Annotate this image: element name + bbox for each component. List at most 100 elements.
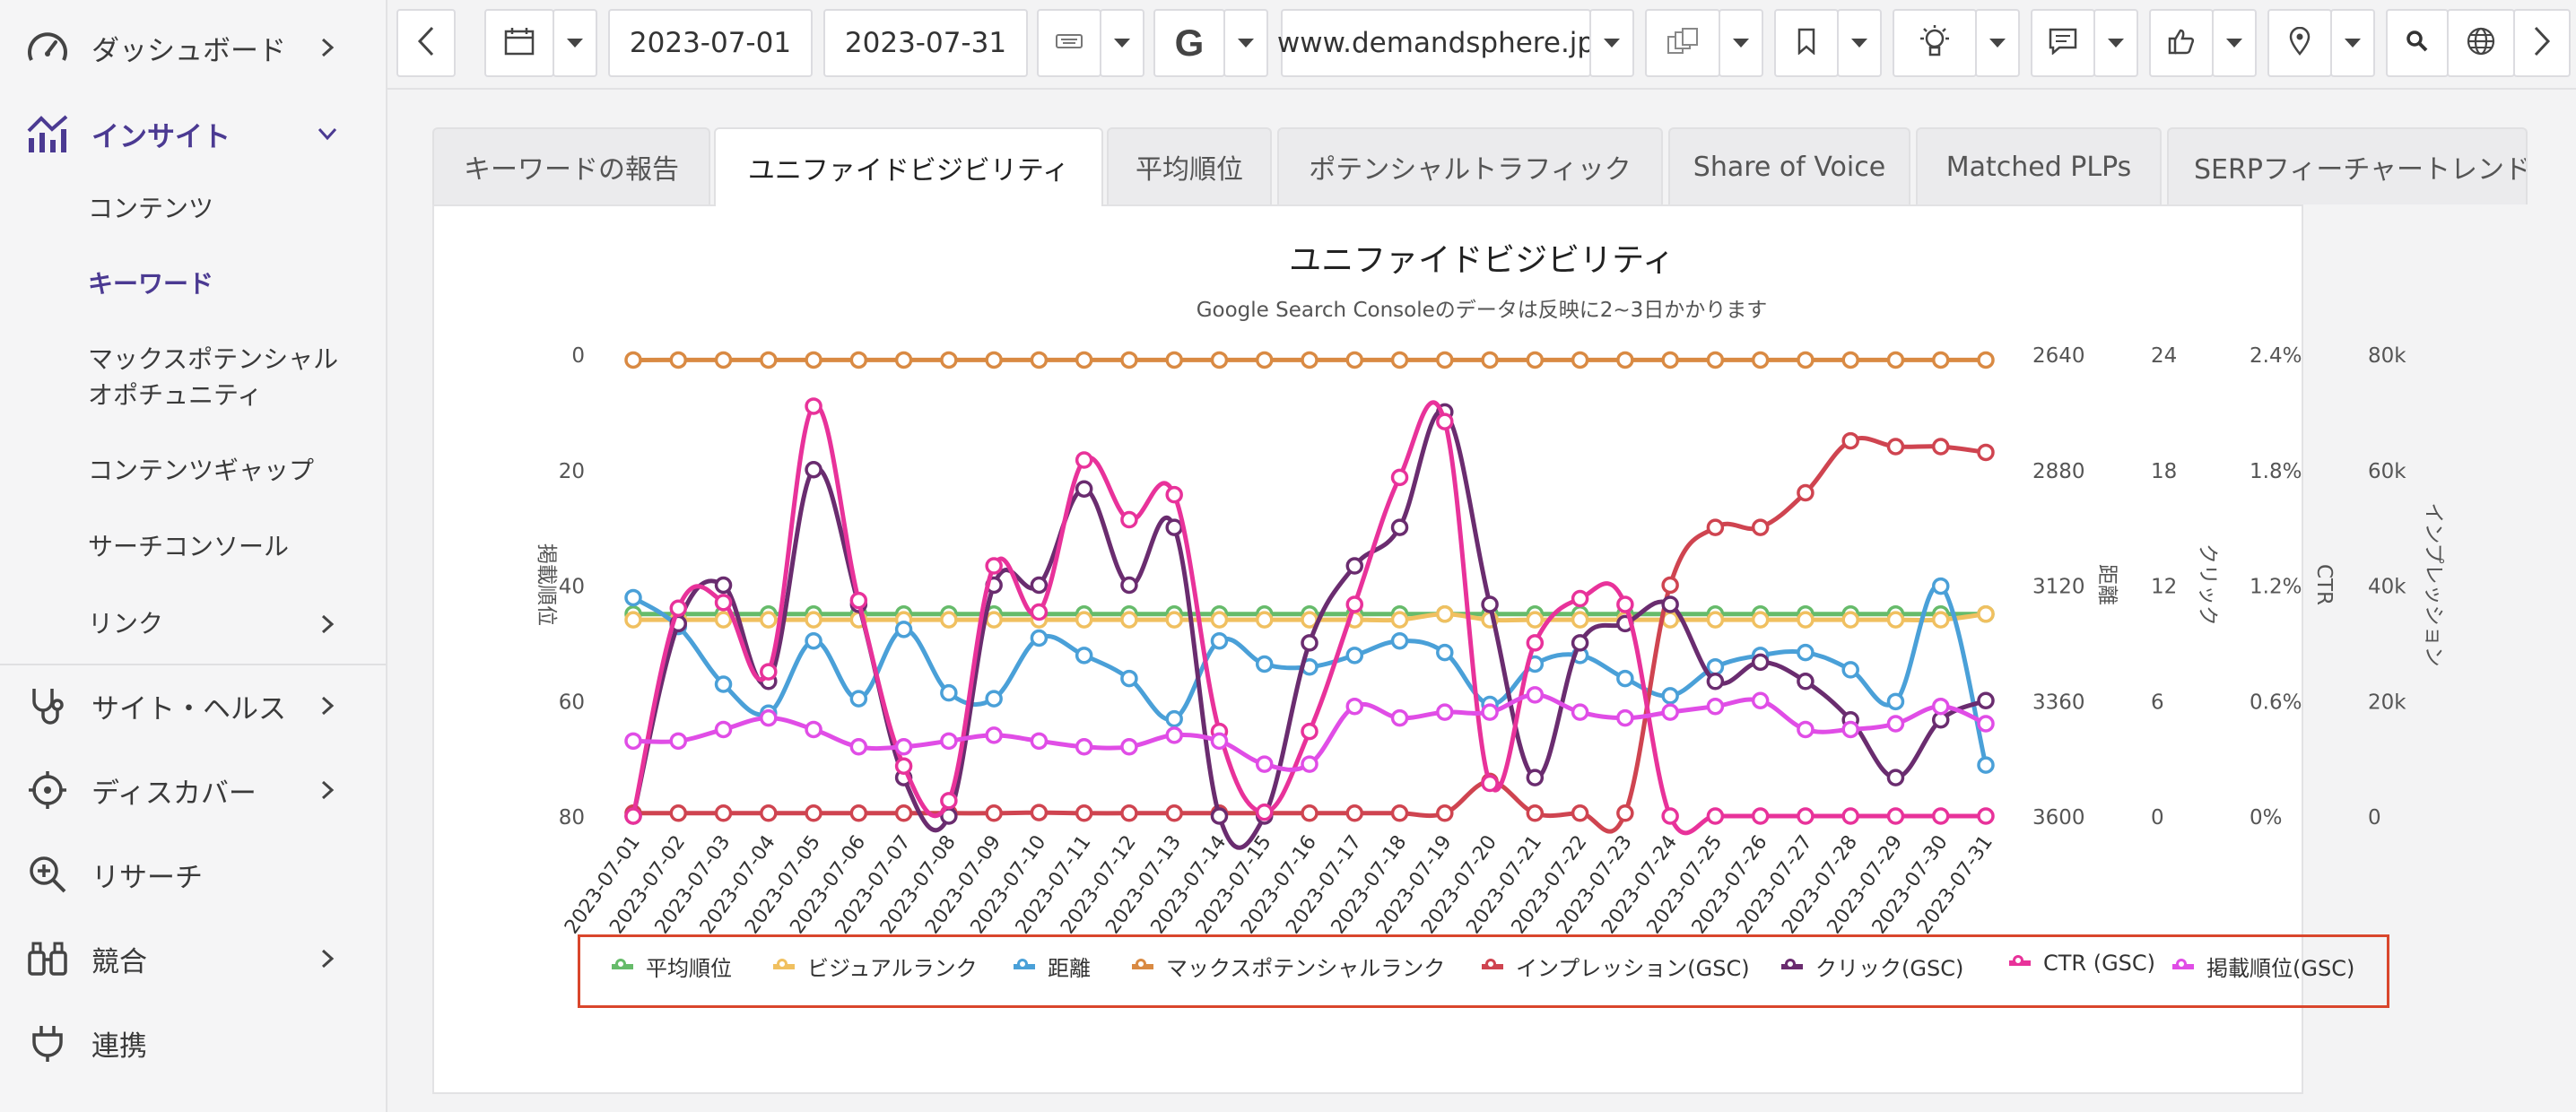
nav-dashboard[interactable]: ダッシュボード: [0, 25, 386, 70]
legend-item[interactable]: インプレッション(GSC): [1482, 951, 1750, 982]
chart-title: ユニファイドビジビリティ: [1289, 242, 1675, 279]
tab-share-of-voice[interactable]: Share of Voice: [1668, 127, 1910, 204]
start-date-input[interactable]: 2023-07-01: [608, 9, 813, 77]
series-point-2: [805, 631, 822, 650]
language-button[interactable]: [2447, 9, 2515, 77]
impressions-tick-label: 60k: [2368, 460, 2406, 483]
series-point-6: [1571, 589, 1589, 608]
sub-links-label: リンク: [88, 609, 164, 639]
series-point-5: [1481, 595, 1499, 613]
device-button[interactable]: [1037, 9, 1101, 77]
series-point-1: [1526, 611, 1545, 629]
back-button[interactable]: [396, 9, 456, 77]
search-engine-button[interactable]: G: [1153, 9, 1225, 77]
tab-unified-visibility[interactable]: ユニファイドビジビリティ: [714, 127, 1103, 206]
pages-button[interactable]: [1645, 9, 1720, 77]
legend-item[interactable]: CTR (GSC): [2009, 951, 2155, 976]
tab-matched-plps[interactable]: Matched PLPs: [1916, 127, 2162, 204]
nav-integrations[interactable]: 連携: [0, 1021, 386, 1065]
legend-item[interactable]: 距離: [1014, 951, 1091, 982]
comments-dropdown[interactable]: [2093, 9, 2138, 77]
location-button[interactable]: [2267, 9, 2332, 77]
legend-item[interactable]: ビジュアルランク: [773, 951, 978, 982]
search-engine-dropdown[interactable]: [1223, 9, 1268, 77]
clicks-tick-label: 6: [2151, 691, 2164, 714]
ctr-tick-label: 1.8%: [2250, 460, 2302, 483]
series-point-1: [1886, 611, 1905, 629]
end-date-input[interactable]: 2023-07-31: [823, 9, 1028, 77]
like-dropdown[interactable]: [2212, 9, 2257, 77]
domain-dropdown[interactable]: [1589, 9, 1634, 77]
series-point-4: [1661, 576, 1679, 595]
series-point-7: [1797, 720, 1815, 739]
search-button[interactable]: [2386, 9, 2449, 77]
tab-potential-traffic[interactable]: ポテンシャルトラフィック: [1277, 127, 1663, 204]
forward-button[interactable]: [2513, 9, 2571, 77]
series-point-7: [1931, 697, 1950, 716]
series-point-6: [624, 807, 642, 825]
domain-select[interactable]: www.demandsphere.jp: [1277, 9, 1595, 77]
series-point-6: [1165, 485, 1183, 504]
legend-item[interactable]: 掲載順位(GSC): [2172, 951, 2354, 982]
series-point-6: [1706, 807, 1725, 825]
nav-discover[interactable]: ディスカバー: [0, 768, 386, 812]
series-point-1: [1255, 611, 1274, 629]
series-point-3: [1797, 351, 1815, 369]
sub-links[interactable]: リンク: [0, 604, 386, 644]
series-point-4: [1301, 804, 1318, 822]
legend-marker-icon: [1014, 958, 1035, 969]
tab-serp-feature-trend[interactable]: SERPフィーチャートレンド: [2167, 127, 2528, 204]
series-point-4: [1526, 804, 1545, 822]
legend-item[interactable]: クリック(GSC): [1781, 951, 1963, 982]
nav-integrations-label: 連携: [91, 1029, 147, 1063]
series-point-3: [1436, 351, 1454, 369]
bookmark-dropdown[interactable]: [1837, 9, 1882, 77]
sub-search-console[interactable]: サーチコンソール: [88, 532, 290, 561]
device-dropdown[interactable]: [1100, 9, 1144, 77]
series-point-7: [985, 726, 1003, 744]
series-point-5: [1977, 691, 1995, 709]
series-point-3: [1255, 351, 1274, 369]
legend-marker-icon: [2009, 955, 2031, 966]
nav-research[interactable]: リサーチ: [0, 852, 386, 897]
nav-insight[interactable]: インサイト: [0, 111, 386, 156]
series-point-7: [1210, 732, 1229, 751]
legend-item[interactable]: 平均順位: [612, 951, 732, 982]
series-point-6: [1841, 807, 1859, 825]
sub-content[interactable]: コンテンツ: [88, 194, 214, 223]
legend-marker-icon: [1781, 958, 1803, 969]
ctr-axis-label: CTR: [2312, 564, 2336, 605]
series-point-6: [1436, 413, 1454, 430]
distance-tick-label: 3120: [2032, 576, 2085, 599]
ideas-dropdown[interactable]: [1975, 9, 2020, 77]
tab-keyword-report[interactable]: キーワードの報告: [432, 127, 710, 204]
rank-tick-label: 0: [571, 344, 585, 368]
location-dropdown[interactable]: [2330, 9, 2375, 77]
series-point-4: [669, 804, 688, 822]
series-point-1: [1210, 611, 1229, 629]
sub-content-gap[interactable]: コンテンツギャップ: [88, 456, 315, 485]
series-point-2: [1165, 709, 1183, 728]
series-point-3: [805, 351, 822, 369]
sub-max-potential[interactable]: マックスポテンシャル オポチュニティ: [88, 344, 339, 410]
zoom-in-icon: [25, 852, 70, 897]
chevron-right-icon: [316, 778, 339, 802]
nav-site-health[interactable]: サイト・ヘルス: [0, 683, 386, 728]
nav-competitors[interactable]: 競合: [0, 936, 386, 981]
series-point-2: [940, 683, 958, 702]
pages-dropdown[interactable]: [1719, 9, 1763, 77]
stethoscope-icon: [25, 683, 70, 728]
series-point-6: [1301, 722, 1318, 741]
map-pin-icon: [2289, 26, 2311, 59]
tab-average-rank[interactable]: 平均順位: [1107, 127, 1272, 204]
keyboard-icon: [1056, 32, 1083, 54]
series-point-1: [1661, 611, 1679, 629]
sub-keyword[interactable]: キーワード: [88, 269, 214, 299]
series-point-3: [1661, 351, 1679, 369]
nav-site-health-label: サイト・ヘルス: [91, 692, 286, 725]
distance-tick-label: 3360: [2032, 691, 2085, 714]
series-point-6: [1120, 510, 1138, 529]
series-point-1: [940, 611, 958, 629]
legend-item[interactable]: マックスポテンシャルランク: [1132, 951, 1445, 982]
calendar-dropdown[interactable]: [553, 9, 597, 77]
